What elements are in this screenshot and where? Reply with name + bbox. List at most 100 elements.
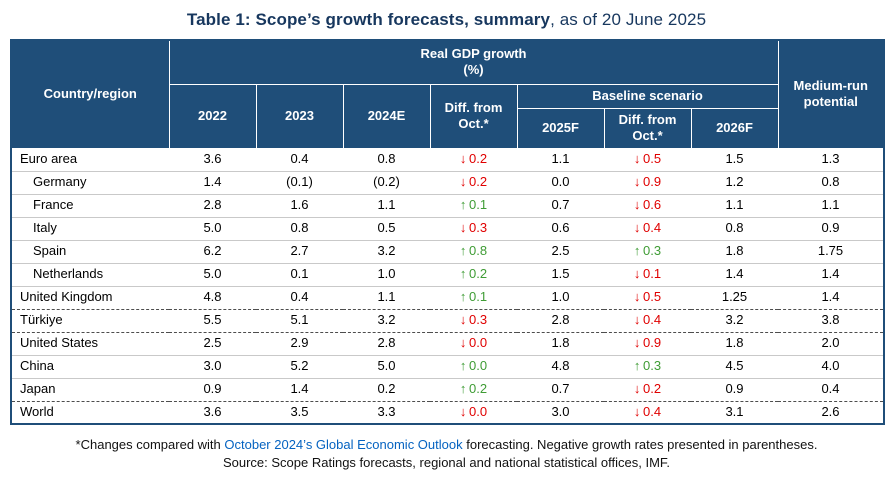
header-row-3: 2025F Diff. from Oct.* 2026F [11,107,884,149]
table-row: Japan 0.9 1.4 0.2 ↑ 0.2 0.7 ↓ 0.2 0.9 0.4 [11,377,884,401]
value-cell: 1.8 [691,331,778,355]
diff-cell: ↓ 0.5 [633,151,662,167]
value-cell: 1.4 [778,262,884,286]
diff-cell: ↓ 0.4 [604,308,691,332]
value-cell: 3.2 [691,308,778,332]
value-cell: 5.0 [169,262,256,286]
diff-cell: ↑ 0.1 [430,193,517,217]
footnote-source: Source: Scope Ratings forecasts, regiona… [222,455,671,471]
value-cell: 1.5 [517,262,604,286]
arrow-down-icon: ↓ [633,289,641,305]
outlook-link[interactable]: October 2024’s Global Economic Outlook [224,437,463,452]
table-row: Italy 5.0 0.8 0.5 ↓ 0.3 0.6 ↓ 0.4 0.8 0.9 [11,216,884,240]
value-cell: 1.2 [691,170,778,194]
arrow-down-icon: ↓ [633,381,641,397]
value-cell: 1.8 [691,239,778,263]
value-cell: 5.0 [343,354,430,378]
value-cell: 1.1 [343,193,430,217]
value-cell: 5.2 [256,354,343,378]
value-cell: 2.7 [256,239,343,263]
diff-cell: ↓ 0.2 [459,151,488,167]
table-row: Türkiye 5.5 5.1 3.2 ↓ 0.3 2.8 ↓ 0.4 3.2 3.8 [11,308,884,332]
value-cell: 1.4 [256,377,343,401]
header-row-1: Country/region Real GDP growth (%) Mediu… [10,39,885,149]
value-cell: 1.6 [256,193,343,217]
diff-cell: ↑ 0.3 [604,354,691,378]
header-medium-run-potential: Medium-run potential [777,39,885,149]
country-cell: Italy [11,216,169,240]
diff-cell: ↓ 0.2 [604,377,691,401]
value-cell: 1.4 [169,170,256,194]
value-cell: 0.0 [517,170,604,194]
arrow-down-icon: ↓ [459,174,467,190]
value-cell: 2.8 [517,308,604,332]
diff-cell: ↓ 0.9 [604,331,691,355]
value-cell: 1.1 [691,193,778,217]
country-cell: Japan [11,377,169,401]
value-cell: 4.5 [691,354,778,378]
value-cell: 0.8 [256,216,343,240]
value-cell: 1.25 [691,285,778,309]
footnote-suffix: forecasting. Negative growth rates prese… [462,437,818,452]
arrow-up-icon: ↑ [459,266,467,282]
diff-cell: ↓ 0.3 [430,308,517,332]
header-2023: 2023 [255,83,344,149]
page: Table 1: Scope’s growth forecasts, summa… [10,10,885,471]
arrow-down-icon: ↓ [459,404,467,420]
value-cell: 1.75 [778,239,884,263]
value-cell: 1.1 [551,151,570,167]
table-body: Euro area 3.6 0.4 0.8 ↓ 0.2 1.1 ↓ 0.5 1.5 1.3 Ger… [11,148,884,424]
table-row: France 2.8 1.6 1.1 ↑ 0.1 0.7 ↓ 0.6 1.1 1.1 [11,193,884,217]
real-gdp-line2: (%) [463,62,484,78]
diff-cell: ↑ 0.0 [430,354,517,378]
value-cell: 1.0 [343,262,430,286]
table-row: Spain 6.2 2.7 3.2 ↑ 0.8 2.5 ↑ 0.3 1.8 1.75 [11,239,884,263]
arrow-up-icon: ↑ [459,289,467,305]
value-cell: 3.1 [691,400,778,424]
footnote-note: *Changes compared with October 2024’s Gl… [10,436,883,454]
country-cell: Türkiye [11,308,169,332]
table-row: Euro area 3.6 0.4 0.8 ↓ 0.2 1.1 ↓ 0.5 1.5 1.3 [11,148,884,171]
header-real-gdp-growth: Real GDP growth (%) [168,39,779,85]
value-cell: 1.1 [778,193,884,217]
value-cell: (0.1) [256,170,343,194]
country-cell: World [11,400,169,424]
table-row: World 3.6 3.5 3.3 ↓ 0.0 3.0 ↓ 0.4 3.1 2.6 [11,400,884,424]
diff-cell: ↓ 0.6 [604,193,691,217]
arrow-down-icon: ↓ [633,404,641,420]
value-cell: 0.1 [256,262,343,286]
value-cell: 2.6 [778,400,884,424]
country-cell: Euro area [20,151,78,167]
value-cell: 3.2 [343,308,430,332]
arrow-up-icon: ↑ [459,197,467,213]
value-cell: 2.5 [517,239,604,263]
diff-cell: ↑ 0.3 [604,239,691,263]
title-bold: Table 1: Scope’s growth forecasts, summa… [186,10,551,29]
table-row: United States 2.5 2.9 2.8 ↓ 0.0 1.8 ↓ 0.9 1.8 2.… [11,331,884,355]
value-cell: 2.9 [256,331,343,355]
value-cell: 2.0 [778,331,884,355]
value-cell: 3.0 [169,354,256,378]
diff-cell: ↓ 0.4 [604,400,691,424]
value-cell: 2.8 [169,193,256,217]
country-cell: Spain [11,239,169,263]
diff-cell: ↓ 0.5 [604,285,691,309]
diff-cell: ↑ 0.8 [430,239,517,263]
diff-cell: ↑ 0.2 [430,377,517,401]
arrow-down-icon: ↓ [633,174,641,190]
value-cell: 0.7 [517,193,604,217]
value-cell: 0.9 [169,377,256,401]
value-cell: 0.8 [691,216,778,240]
header-2025f: 2025F [516,107,605,149]
header-2024e: 2024E [342,83,431,149]
value-cell: 4.8 [517,354,604,378]
country-cell: United States [11,331,169,355]
header-2026f: 2026F [690,107,779,149]
diff-cell: ↓ 0.9 [604,170,691,194]
country-cell: Netherlands [11,262,169,286]
arrow-up-icon: ↑ [459,381,467,397]
value-cell: (0.2) [343,170,430,194]
value-cell: 3.2 [343,239,430,263]
diff-cell: ↓ 0.2 [430,170,517,194]
header-row-2: 2022 2023 2024E Diff. from Oct.* Baselin… [11,83,884,149]
